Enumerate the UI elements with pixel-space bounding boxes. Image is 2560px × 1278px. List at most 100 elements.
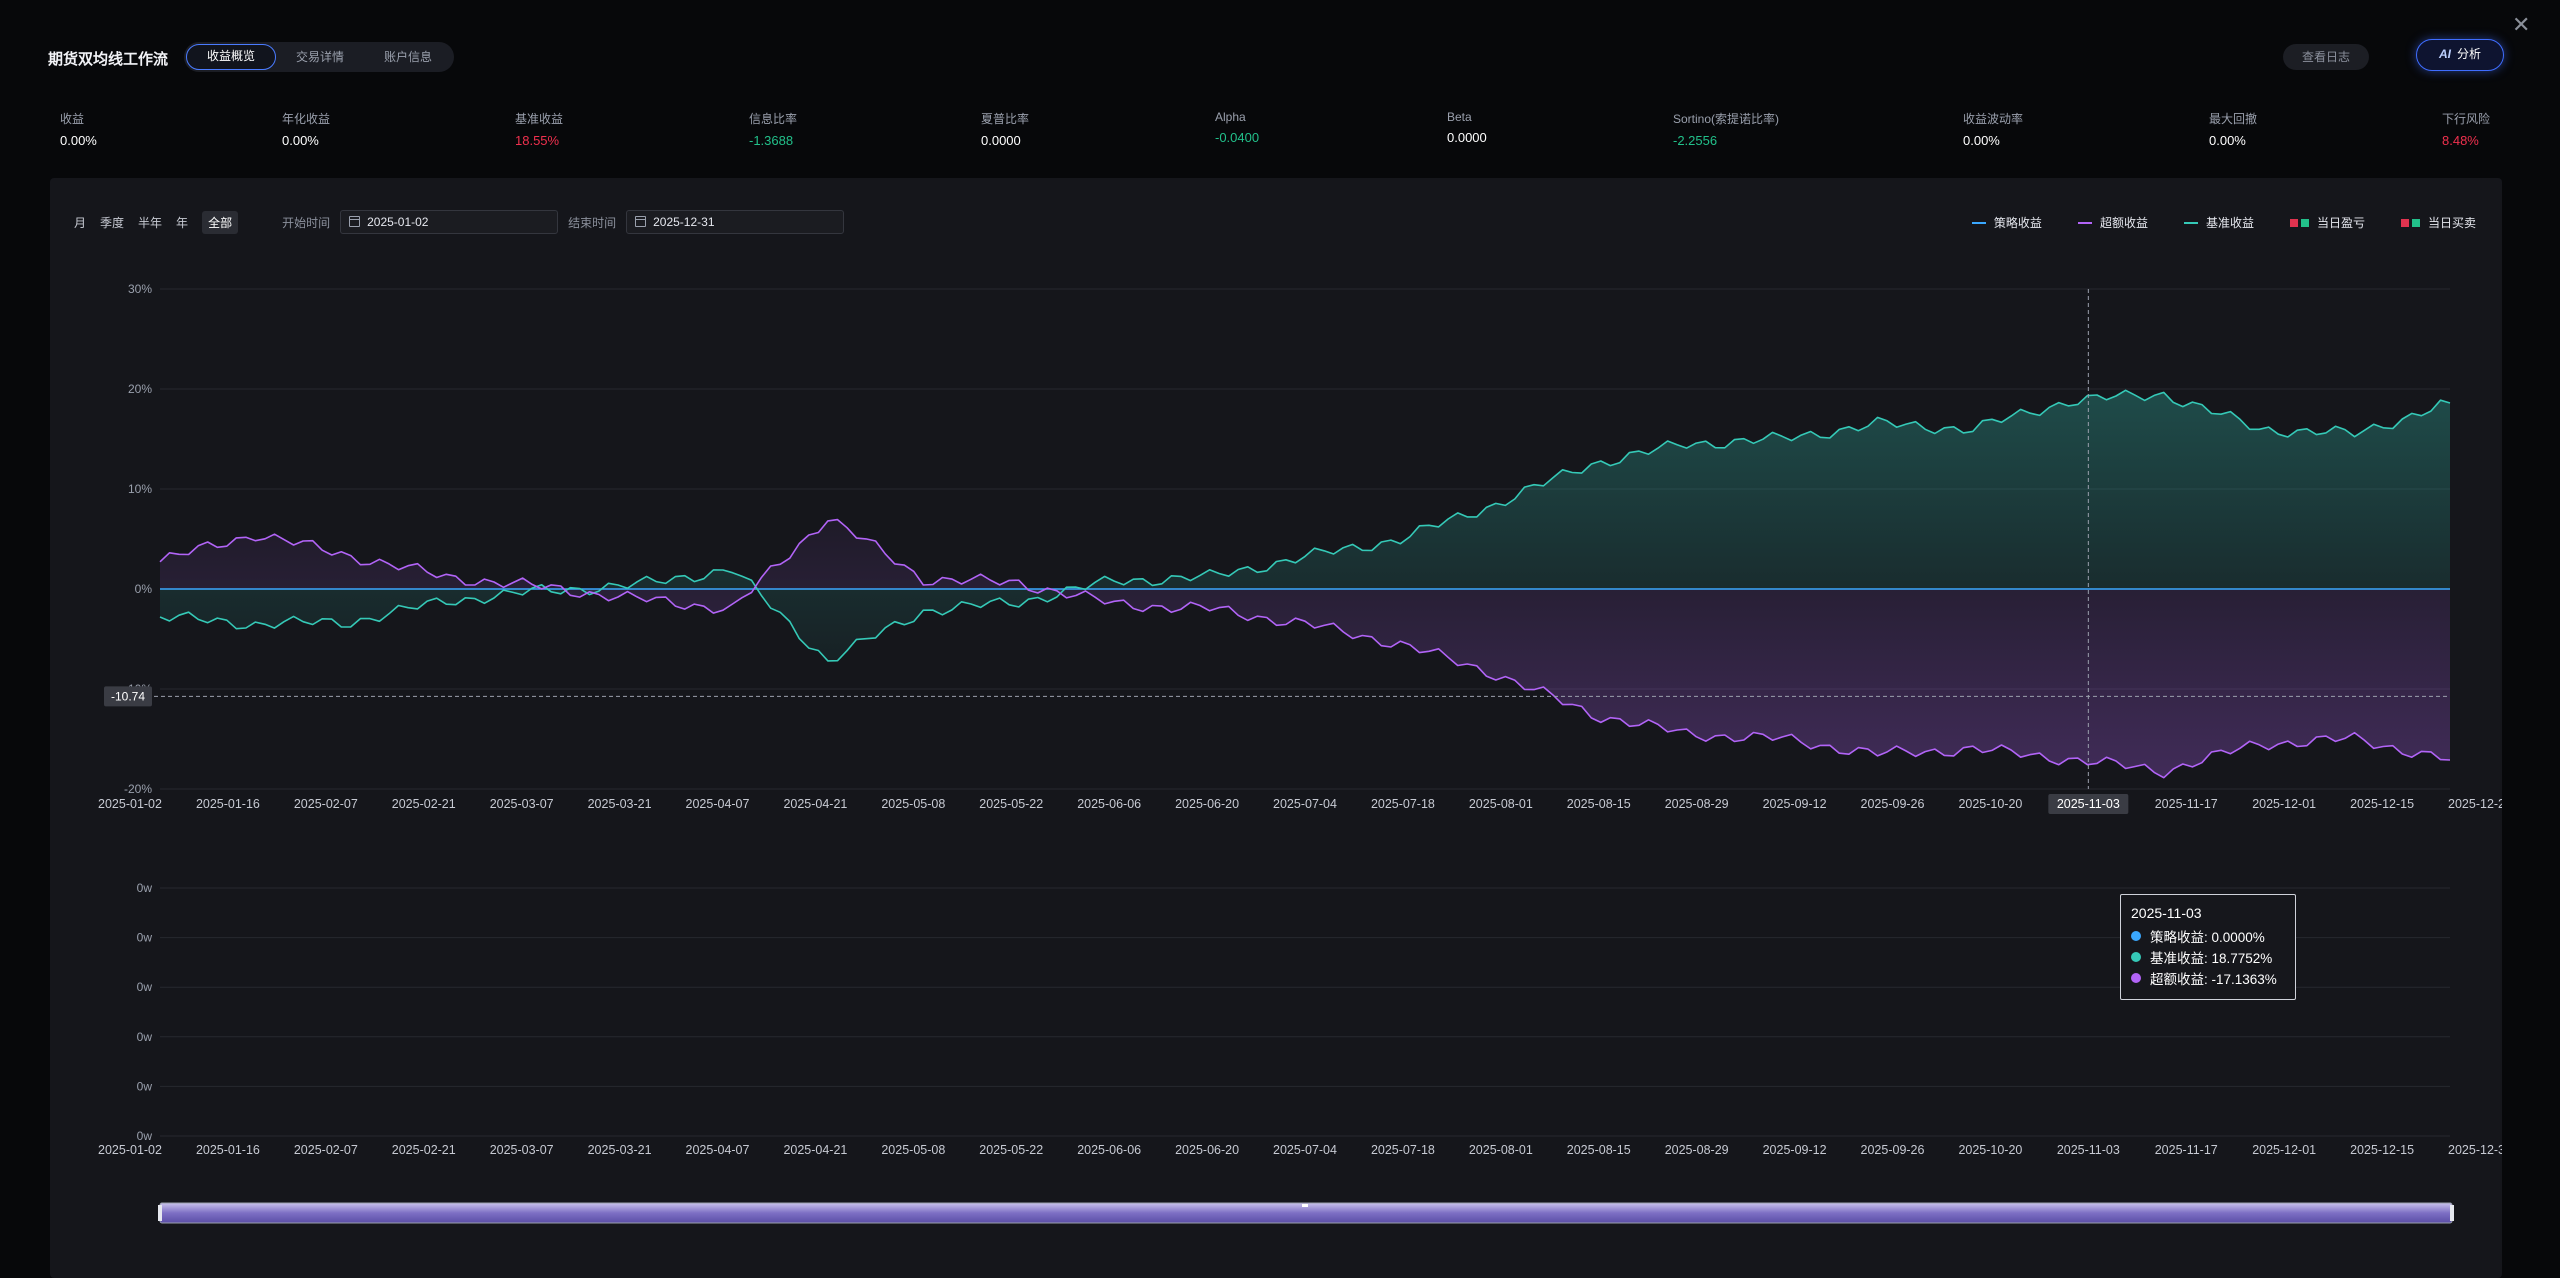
legend-square xyxy=(2411,218,2420,227)
series-line-excess xyxy=(159,518,2451,779)
tooltip-dot xyxy=(2131,972,2141,983)
benchmark-area xyxy=(160,390,2450,661)
legend-line xyxy=(2183,221,2198,224)
x-tick-label: 2025-10-20 xyxy=(1958,1143,2022,1157)
x-tick-label: 2025-01-02 xyxy=(98,797,162,811)
view-log-button[interactable]: 查看日志 xyxy=(2283,44,2369,70)
metric-max-drawdown: 最大回撤 0.00% xyxy=(2209,110,2257,148)
legend-square xyxy=(2400,218,2409,227)
chart-tooltip: 2025-11-03 策略收益: 0.0000% 基准收益: 18.7752% … xyxy=(2120,894,2296,1000)
series-line-benchmark xyxy=(159,389,2451,662)
x-tick-label: 2025-02-21 xyxy=(392,1143,456,1157)
top-bar: 期货双均线工作流 收益概览 交易详情 账户信息 查看日志 AI 分析 ✕ xyxy=(0,0,2560,100)
tooltip-dot xyxy=(2131,951,2141,962)
crosshair-x-badge xyxy=(2048,794,2129,814)
y-tick-label: 0w xyxy=(137,1079,153,1093)
legend-daily-trades[interactable]: 当日买卖 xyxy=(2400,214,2476,231)
x-tick-label: 2025-05-08 xyxy=(881,1143,945,1157)
legend-strategy-return[interactable]: 策略收益 xyxy=(1971,214,2042,231)
x-tick-label: 2025-06-06 xyxy=(1077,1143,1141,1157)
x-tick-label: 2025-08-01 xyxy=(1469,797,1533,811)
x-tick-label: 2025-07-18 xyxy=(1371,1143,1435,1157)
x-tick-label: 2025-12-31 xyxy=(2448,1143,2502,1157)
view-tabs: 收益概览 交易详情 账户信息 xyxy=(184,42,455,72)
metric-label: 信息比率 xyxy=(749,112,798,126)
y-tick-label: 0w xyxy=(137,931,153,945)
end-date-input[interactable]: 2025-12-31 xyxy=(626,210,845,234)
x-tick-label: 2025-06-06 xyxy=(1077,797,1141,811)
x-tick-label: 2025-01-16 xyxy=(196,797,260,811)
ai-icon: AI xyxy=(2438,47,2451,61)
x-tick-label: 2025-05-22 xyxy=(979,1143,1043,1157)
tooltip-text: 基准收益: 18.7752% xyxy=(2150,950,2273,966)
start-date-input[interactable]: 2025-01-02 xyxy=(340,210,559,234)
x-tick-label: 2025-08-01 xyxy=(1469,1143,1533,1157)
range-all-button[interactable]: 全部 xyxy=(202,210,239,234)
metric-alpha: Alpha -0.0400 xyxy=(1215,110,1259,145)
x-tick-label: 2025-06-20 xyxy=(1175,1143,1239,1157)
metric-information-ratio: 信息比率 -1.3688 xyxy=(749,110,797,148)
y-tick-label: 0w xyxy=(137,1129,153,1143)
end-date-value: 2025-12-31 xyxy=(653,215,715,229)
x-tick-label: 2025-11-17 xyxy=(2155,797,2218,811)
x-tick-label: 2025-04-07 xyxy=(686,1143,750,1157)
calendar-icon xyxy=(635,216,647,227)
ai-analysis-button[interactable]: AI 分析 xyxy=(2416,39,2504,71)
legend-square xyxy=(2289,218,2298,227)
x-tick-label: 2025-05-22 xyxy=(979,797,1043,811)
x-tick-label: 2025-02-07 xyxy=(294,797,358,811)
legend-label: 基准收益 xyxy=(2205,216,2254,230)
metric-beta: Beta 0.0000 xyxy=(1447,110,1487,145)
x-tick-label: 2025-05-08 xyxy=(881,797,945,811)
metric-value: 8.48% xyxy=(2442,133,2479,148)
range-month-button[interactable]: 月 xyxy=(74,215,87,230)
metric-value: -2.2556 xyxy=(1673,133,1718,148)
metric-sharpe-ratio: 夏普比率 0.0000 xyxy=(981,110,1029,148)
x-tick-label: 2025-04-21 xyxy=(783,1143,847,1157)
zoom-handle-left xyxy=(158,1205,162,1221)
metric-label: Beta xyxy=(1447,110,1472,124)
metric-label: 收益 xyxy=(60,112,85,126)
x-tick-label: 2025-08-15 xyxy=(1567,797,1631,811)
start-date-label: 开始时间 xyxy=(282,215,331,230)
legend-square xyxy=(2300,218,2309,227)
metric-benchmark-return: 基准收益 18.55% xyxy=(515,110,563,148)
x-tick-label: 2025-03-21 xyxy=(588,797,652,811)
x-tick-label: 2025-11-17 xyxy=(2155,1143,2218,1157)
tooltip-row-excess: 超额收益: -17.1363% xyxy=(2131,967,2285,988)
legend-excess-return[interactable]: 超额收益 xyxy=(2077,214,2148,231)
metric-value: -1.3688 xyxy=(749,133,794,148)
metric-value: 0.00% xyxy=(1963,133,2000,148)
close-icon[interactable]: ✕ xyxy=(2512,12,2531,37)
tab-trade-details[interactable]: 交易详情 xyxy=(296,50,345,64)
x-tick-label: 2025-07-04 xyxy=(1273,1143,1337,1157)
chart-legend: 策略收益 超额收益 基准收益 当日盈亏 当日买卖 xyxy=(1936,214,2476,231)
returns-chart[interactable]: 30%20%10%0%-10%-20%2025-01-022025-01-162… xyxy=(50,178,2502,1278)
x-tick-label: 2025-03-07 xyxy=(490,1143,554,1157)
x-tick-label: 2025-08-15 xyxy=(1567,1143,1631,1157)
x-tick-label: 2025-02-21 xyxy=(392,797,456,811)
range-year-button[interactable]: 年 xyxy=(176,215,189,230)
ai-analysis-label: 分析 xyxy=(2456,47,2481,61)
x-tick-label: 2025-07-18 xyxy=(1371,797,1435,811)
tab-overview[interactable]: 收益概览 xyxy=(186,44,277,70)
metric-value: 18.55% xyxy=(515,133,560,148)
tab-account-info[interactable]: 账户信息 xyxy=(384,50,433,64)
metric-value: -0.0400 xyxy=(1215,130,1260,145)
range-quarter-button[interactable]: 季度 xyxy=(100,215,125,230)
x-tick-label: 2025-12-01 xyxy=(2252,797,2316,811)
legend-daily-pnl[interactable]: 当日盈亏 xyxy=(2289,214,2365,231)
metric-value: 0.00% xyxy=(60,133,97,148)
crosshair-x-label: 2025-11-03 xyxy=(2057,797,2120,811)
metric-label: 基准收益 xyxy=(515,112,564,126)
legend-label: 当日盈亏 xyxy=(2316,216,2365,230)
x-tick-label: 2025-07-04 xyxy=(1273,797,1337,811)
crosshair-y-badge xyxy=(104,686,152,707)
legend-benchmark-return[interactable]: 基准收益 xyxy=(2183,214,2254,231)
x-tick-label: 2025-09-26 xyxy=(1861,1143,1925,1157)
range-half-year-button[interactable]: 半年 xyxy=(138,215,163,230)
legend-line xyxy=(2077,221,2092,224)
x-tick-label: 2025-02-07 xyxy=(294,1143,358,1157)
metric-label: Alpha xyxy=(1215,110,1246,124)
calendar-icon xyxy=(349,216,361,227)
